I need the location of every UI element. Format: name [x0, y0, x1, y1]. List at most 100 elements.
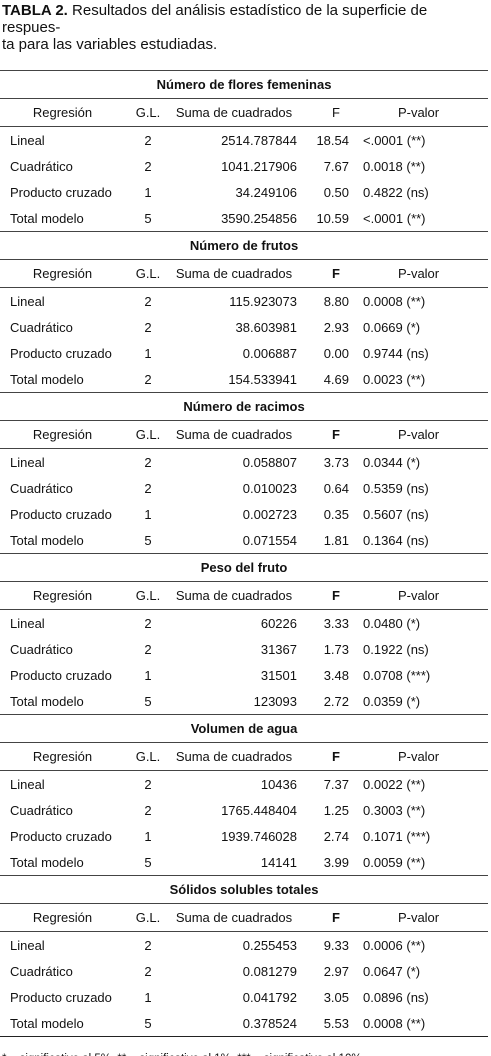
cell: 34.249106 — [235, 184, 297, 200]
section-title: Sólidos solubles totales — [0, 875, 489, 904]
cell: Total modelo — [10, 371, 84, 387]
column-header: P-valor — [349, 259, 489, 288]
column-header: P-valor — [349, 742, 489, 771]
cell: 7.37 — [323, 776, 349, 792]
cell: 2 — [144, 371, 152, 387]
column-header: Regresión — [0, 581, 125, 610]
header-row: Regresión G.L. Suma de cuadrados F P-valor — [0, 581, 489, 610]
cell: 0.0023 (**) — [363, 371, 426, 387]
cell: 0.378524 — [242, 1015, 297, 1031]
footnote: * = significativo al 5%, ** = significat… — [2, 1051, 491, 1056]
cell: 10436 — [260, 776, 297, 792]
column-header: F — [297, 903, 349, 932]
column-header: F — [297, 420, 349, 449]
cell: 1 — [144, 184, 152, 200]
cell: 154.533941 — [228, 371, 297, 387]
header-row: Regresión G.L. Suma de cuadrados F P-valor — [0, 903, 489, 932]
cell: 0.255453 — [242, 937, 297, 953]
cell: Total modelo — [10, 854, 84, 870]
cell: 1041.217906 — [221, 158, 297, 174]
column-header: F — [297, 581, 349, 610]
cell: 0.0008 (**) — [363, 1015, 426, 1031]
results-table: Número de flores femeninas Regresión G.L. S… — [0, 70, 489, 1037]
column-header: Suma de cuadrados — [171, 581, 297, 610]
cell: 3.48 — [323, 667, 349, 683]
data-row: Lineal 2 60226 3.33 0.0480 (*) — [0, 610, 488, 637]
cell: Producto cruzado — [10, 989, 112, 1005]
column-header: G.L. — [125, 98, 171, 127]
cell: Lineal — [10, 937, 45, 953]
cell: 10.59 — [316, 210, 349, 226]
cell: 2.97 — [323, 963, 349, 979]
cell: 9.33 — [323, 937, 349, 953]
cell: 5 — [144, 854, 152, 870]
cell: 2 — [144, 158, 152, 174]
cell: 0.5359 (ns) — [363, 480, 429, 496]
column-header: G.L. — [125, 742, 171, 771]
cell: Lineal — [10, 776, 45, 792]
cell: 38.603981 — [235, 319, 297, 335]
cell: 3.05 — [323, 989, 349, 1005]
cell: 0.041792 — [242, 989, 297, 1005]
cell: 0.1364 (ns) — [363, 532, 429, 548]
cell: 3590.254856 — [221, 210, 297, 226]
section-title: Número de racimos — [0, 392, 489, 421]
column-header: Regresión — [0, 742, 125, 771]
column-header: Regresión — [0, 903, 125, 932]
caption-line: Resultados del análisis estadístico de l… — [2, 2, 428, 36]
cell: 0.9744 (ns) — [363, 345, 429, 361]
cell: 2 — [144, 132, 152, 148]
cell: 2 — [144, 641, 152, 657]
cell: Lineal — [10, 132, 45, 148]
data-row: Lineal 2 2514.787844 18.54 <.0001 (**) — [0, 127, 488, 154]
cell: Total modelo — [10, 210, 84, 226]
cell: 0.0896 (ns) — [363, 989, 429, 1005]
cell: 0.5607 (ns) — [363, 506, 429, 522]
section-title-row: Peso del fruto — [0, 553, 489, 582]
column-header: F — [297, 742, 349, 771]
cell: 0.002723 — [242, 506, 297, 522]
column-header: Suma de cuadrados — [171, 742, 297, 771]
table-caption: TABLA 2. Resultados del análisis estadís… — [0, 0, 491, 53]
cell: 14141 — [260, 854, 297, 870]
cell: 18.54 — [316, 132, 349, 148]
data-row: Producto cruzado 1 31501 3.48 0.0708 (***) — [0, 662, 488, 688]
table-body: Número de flores femeninas Regresión G.L. S… — [0, 70, 489, 1037]
data-row: Producto cruzado 1 1939.746028 2.74 0.1071 (… — [0, 823, 488, 849]
cell: Cuadrático — [10, 641, 73, 657]
header-row: Regresión G.L. Suma de cuadrados F P-valor — [0, 259, 489, 288]
cell: Cuadrático — [10, 158, 73, 174]
cell: Cuadrático — [10, 802, 73, 818]
cell: <.0001 (**) — [363, 132, 426, 148]
data-row: Total modelo 5 0.071554 1.81 0.1364 (ns) — [0, 527, 488, 554]
cell: 3.99 — [323, 854, 349, 870]
cell: 0.0708 (***) — [363, 667, 431, 683]
cell: 0.0344 (*) — [363, 454, 421, 470]
cell: 0.0008 (**) — [363, 293, 426, 309]
cell: 31501 — [260, 667, 297, 683]
data-row: Total modelo 5 0.378524 5.53 0.0008 (**) — [0, 1010, 488, 1037]
column-header: G.L. — [125, 903, 171, 932]
column-header: Regresión — [0, 420, 125, 449]
column-header: F — [297, 259, 349, 288]
data-row: Producto cruzado 1 0.006887 0.00 0.9744 (ns) — [0, 340, 488, 366]
cell: 2 — [144, 480, 152, 496]
column-header: P-valor — [349, 420, 489, 449]
column-header: Regresión — [0, 98, 125, 127]
cell: 0.4822 (ns) — [363, 184, 429, 200]
cell: <.0001 (**) — [363, 210, 426, 226]
cell: Total modelo — [10, 693, 84, 709]
cell: 2.93 — [323, 319, 349, 335]
cell: 0.3003 (**) — [363, 802, 426, 818]
cell: 1.81 — [323, 532, 349, 548]
column-header: P-valor — [349, 903, 489, 932]
data-row: Cuadrático 2 0.010023 0.64 0.5359 (ns) — [0, 475, 488, 501]
cell: 2.74 — [323, 828, 349, 844]
cell: 0.058807 — [242, 454, 297, 470]
cell: Producto cruzado — [10, 828, 112, 844]
cell: 0.0647 (*) — [363, 963, 421, 979]
cell: 0.0669 (*) — [363, 319, 421, 335]
data-row: Total modelo 5 3590.254856 10.59 <.0001 (**) — [0, 205, 488, 232]
cell: 1 — [144, 345, 152, 361]
cell: 1 — [144, 828, 152, 844]
